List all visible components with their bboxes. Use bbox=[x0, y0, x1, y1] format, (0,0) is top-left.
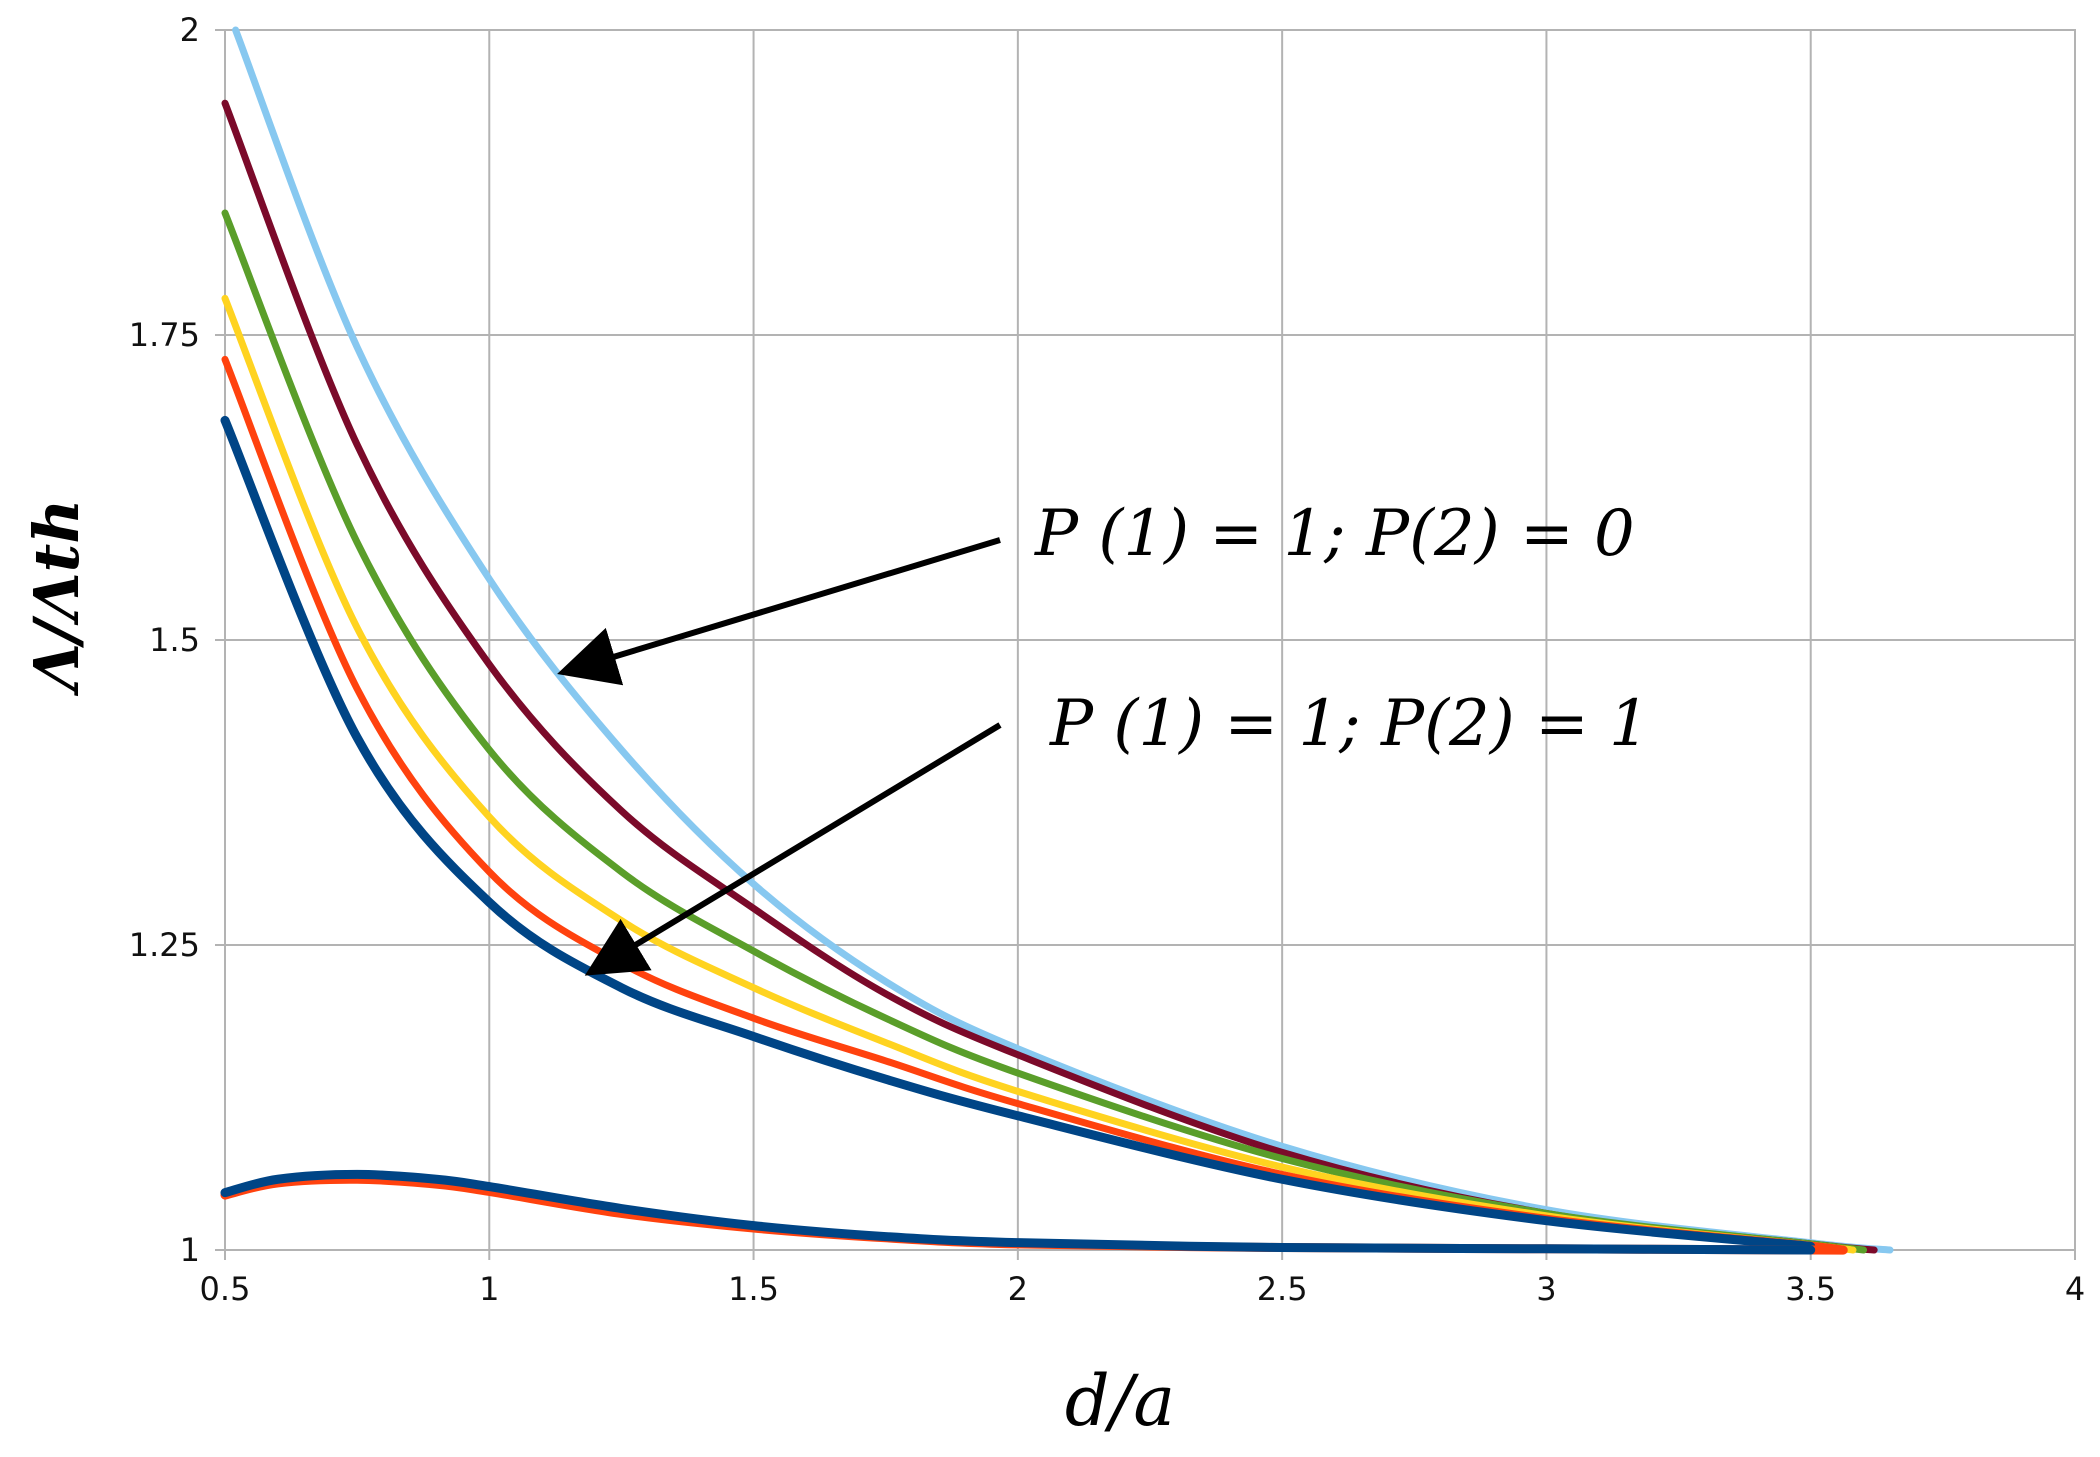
y-tick-label: 2 bbox=[180, 11, 200, 49]
x-tick-label: 2.5 bbox=[1257, 1270, 1308, 1308]
gridlines bbox=[215, 29, 2076, 1260]
y-tick-label: 1.75 bbox=[129, 316, 200, 354]
series-line-7 bbox=[220, 1169, 1816, 1255]
series-line-1 bbox=[221, 99, 1878, 1254]
x-tick-label: 1.5 bbox=[728, 1270, 779, 1308]
annotation-arrow-0 bbox=[557, 537, 1001, 686]
y-tick-label: 1.5 bbox=[149, 621, 200, 659]
series-group bbox=[220, 26, 1894, 1255]
x-tick-label: 3 bbox=[1536, 1270, 1556, 1308]
y-tick-labels: 1 1.25 1.5 1.75 2 bbox=[129, 11, 200, 1269]
x-tick-label: 0.5 bbox=[200, 1270, 251, 1308]
annotation-label-0: P (1) = 1; P(2) = 0 bbox=[1034, 497, 1635, 571]
x-tick-label: 1 bbox=[479, 1270, 499, 1308]
x-tick-label: 3.5 bbox=[1785, 1270, 1836, 1308]
series-line-5 bbox=[220, 415, 1816, 1251]
annotations: P (1) = 1; P(2) = 0 P (1) = 1; P(2) = 1 bbox=[557, 497, 1650, 976]
x-axis-label: d/a bbox=[1065, 1360, 1175, 1442]
annotation-label-1: P (1) = 1; P(2) = 1 bbox=[1049, 687, 1650, 761]
annotation-arrow-1 bbox=[584, 722, 1002, 976]
y-tick-label: 1.25 bbox=[129, 926, 200, 964]
x-tick-labels: 0.5 1 1.5 2 2.5 3 3.5 4 bbox=[200, 1270, 2086, 1308]
y-axis-label: Λ/Λth bbox=[20, 499, 93, 697]
y-tick-label: 1 bbox=[180, 1231, 200, 1269]
x-tick-label: 2 bbox=[1008, 1270, 1028, 1308]
x-tick-label: 4 bbox=[2065, 1270, 2085, 1308]
